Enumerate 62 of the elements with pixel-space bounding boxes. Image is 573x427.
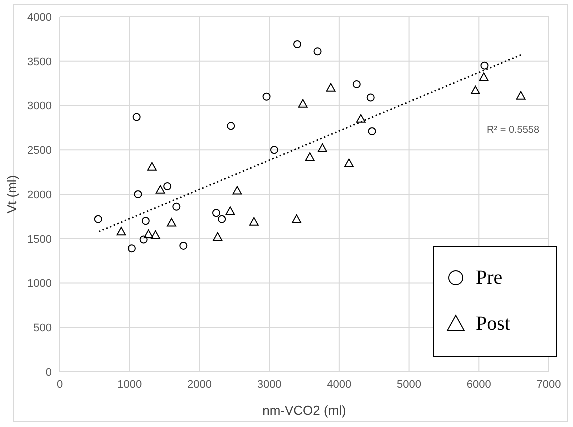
point <box>132 113 141 122</box>
point <box>142 217 150 226</box>
point <box>292 214 302 224</box>
annotation: R² = 0.5558 <box>487 125 540 136</box>
y-tick-label: 2500 <box>28 145 52 158</box>
legend-label: Post <box>476 312 510 336</box>
x-tick-label: 2000 <box>187 378 212 391</box>
point <box>128 244 136 253</box>
y-tick-label: 1000 <box>28 278 52 290</box>
legend-label: Pre <box>476 266 503 290</box>
x-tick-label: 0 <box>56 378 64 391</box>
x-tick-label: 3000 <box>257 378 282 391</box>
point <box>294 40 302 49</box>
x-tick-label: 4000 <box>327 378 352 391</box>
point <box>180 242 188 250</box>
point <box>479 72 489 82</box>
point <box>212 209 220 218</box>
x-axis-title: nm-VCO2 (ml) <box>262 403 346 418</box>
point <box>116 227 126 236</box>
point <box>344 158 354 168</box>
y-tick-label: 500 <box>34 322 52 335</box>
point <box>516 91 526 100</box>
point <box>144 230 154 238</box>
point <box>94 215 102 224</box>
point <box>167 218 176 227</box>
x-tick-label: 6000 <box>466 378 492 391</box>
point <box>356 114 366 123</box>
point <box>140 236 148 244</box>
point <box>368 127 376 136</box>
point <box>232 186 242 195</box>
point <box>366 94 375 102</box>
x-tick-label: 1000 <box>118 378 142 391</box>
y-tick-label: 1500 <box>28 234 52 246</box>
point <box>134 190 142 198</box>
point <box>227 122 236 130</box>
point <box>213 232 223 241</box>
point <box>156 185 166 194</box>
y-tick-label: 2000 <box>28 189 52 202</box>
point <box>172 202 181 211</box>
point <box>250 217 259 226</box>
point <box>270 146 278 154</box>
point <box>262 92 271 101</box>
x-tick-label: 7000 <box>536 378 562 391</box>
x-tick-label: 5000 <box>397 378 422 391</box>
point <box>318 144 328 152</box>
point <box>226 206 236 216</box>
point <box>151 230 160 240</box>
y-tick-label: 0 <box>46 366 52 379</box>
y-tick-label: 4000 <box>28 12 52 24</box>
point <box>148 162 157 171</box>
y-tick-label: 3500 <box>28 56 52 68</box>
point <box>218 215 226 224</box>
y-tick-label: 3000 <box>28 100 52 113</box>
point <box>352 80 361 88</box>
point <box>164 182 172 191</box>
point <box>480 62 489 70</box>
point <box>470 86 480 95</box>
point <box>305 152 315 162</box>
point <box>298 99 308 108</box>
point <box>314 48 322 56</box>
point <box>326 83 336 92</box>
y-axis-title: Vt (ml) <box>4 175 20 214</box>
